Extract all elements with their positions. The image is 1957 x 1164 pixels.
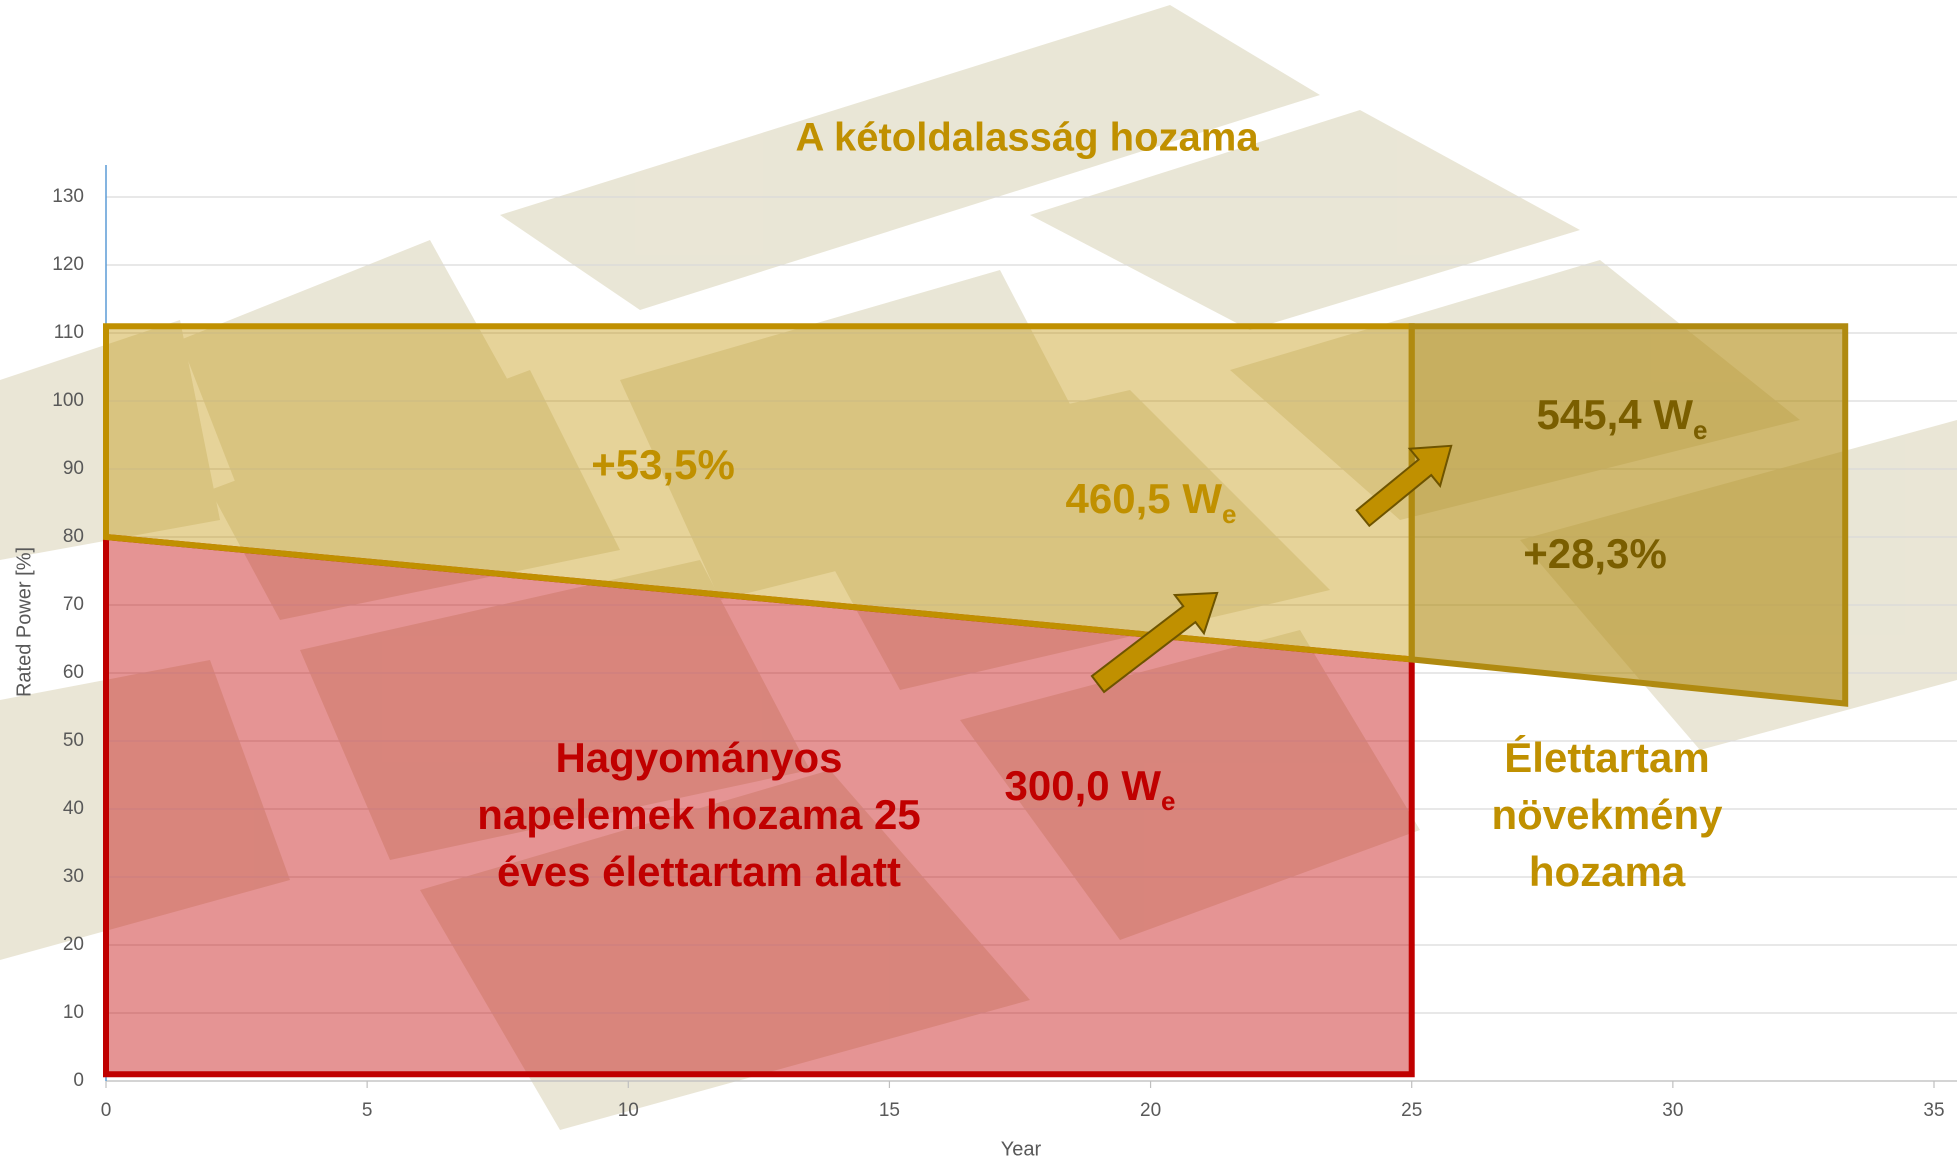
annotation-subscript: e: [1222, 499, 1236, 529]
annotation: éves élettartam alatt: [497, 848, 901, 895]
arrow: [1090, 591, 1219, 694]
x-tick-label: 30: [1662, 1100, 1683, 1121]
chart-title: A kétoldalasság hozama: [795, 116, 1259, 160]
annotation-text: éves élettartam alatt: [497, 848, 901, 895]
y-tick-label: 90: [63, 458, 84, 479]
plot-area: [103, 323, 1849, 1078]
annotation-subscript: e: [1161, 786, 1175, 816]
annotation: növekmény: [1491, 791, 1723, 838]
y-tick-label: 110: [54, 322, 84, 343]
annotation-text: hozama: [1529, 848, 1686, 895]
y-axis-label: Rated Power [%]: [13, 547, 35, 697]
arrows: [1090, 444, 1453, 694]
annotation-text: +28,3%: [1523, 530, 1667, 577]
annotation-text: 460,5 W: [1066, 475, 1223, 522]
x-axis-label: Year: [1001, 1138, 1042, 1160]
annotation-text: Élettartam: [1504, 734, 1709, 781]
y-tick-label: 10: [63, 1002, 84, 1023]
annotation: 300,0 We: [1005, 762, 1176, 816]
annotation: napelemek hozama 25: [477, 791, 921, 838]
annotation-text: napelemek hozama 25: [477, 791, 921, 838]
y-tick-label: 70: [63, 594, 84, 615]
x-tick-label: 35: [1923, 1100, 1944, 1121]
y-tick-label: 60: [63, 662, 84, 683]
x-tick-label: 20: [1140, 1100, 1161, 1121]
annotation: Élettartam: [1504, 734, 1709, 781]
annotation-text: növekmény: [1491, 791, 1723, 838]
annotation-text: 300,0 W: [1005, 762, 1162, 809]
y-tick-label: 50: [63, 730, 84, 751]
x-tick-label: 25: [1401, 1100, 1422, 1121]
x-tick-label: 0: [101, 1100, 112, 1121]
y-tick-label: 40: [63, 798, 84, 819]
y-tick-label: 80: [63, 526, 84, 547]
annotation: Hagyományos: [555, 734, 842, 781]
y-tick-label: 30: [63, 866, 84, 887]
arrow: [1355, 444, 1453, 528]
annotation: +53,5%: [591, 441, 735, 488]
annotation: hozama: [1529, 848, 1686, 895]
annotation: 460,5 We: [1066, 475, 1237, 529]
y-tick-label: 20: [63, 934, 84, 955]
area: [1408, 323, 1849, 707]
annotation-text: 545,4 W: [1537, 391, 1694, 438]
y-tick-label: 100: [52, 390, 84, 411]
annotation-subscript: e: [1693, 415, 1707, 445]
x-tick-label: 10: [618, 1100, 639, 1121]
annotation-text: +53,5%: [591, 441, 735, 488]
x-tick-label: 15: [879, 1100, 900, 1121]
annotation: +28,3%: [1523, 530, 1667, 577]
annotation-text: Hagyományos: [555, 734, 842, 781]
y-tick-label: 0: [73, 1070, 84, 1091]
annotation: 545,4 We: [1537, 391, 1708, 445]
x-tick-label: 5: [362, 1100, 373, 1121]
y-tick-label: 120: [52, 254, 84, 275]
y-tick-label: 130: [52, 186, 84, 207]
